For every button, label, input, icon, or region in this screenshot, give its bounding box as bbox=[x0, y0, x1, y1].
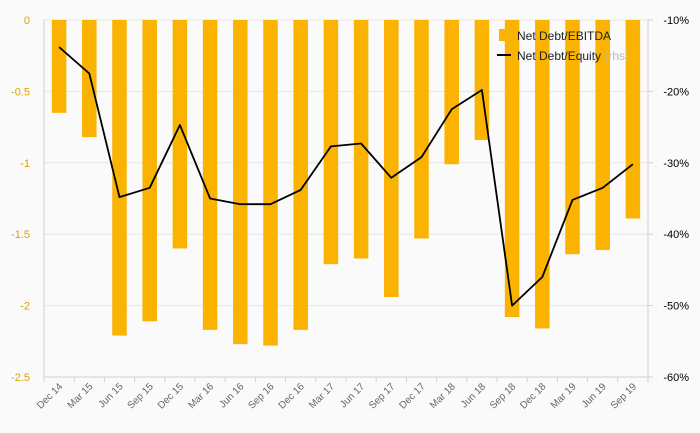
x-tick-label: Dec 18 bbox=[518, 381, 548, 411]
right-axis: -10% -20% -30% -40% -50% -60% bbox=[648, 15, 689, 384]
left-tick-label: -2 bbox=[20, 301, 30, 313]
left-axis: 0 -0.5 -1 -1.5 -2 -2.5 bbox=[11, 15, 30, 384]
right-tick-label: -20% bbox=[663, 86, 689, 98]
x-tick-label: Jun 16 bbox=[217, 381, 246, 410]
left-tick-label: -0.5 bbox=[11, 86, 30, 98]
x-tick-label: Jun 19 bbox=[580, 381, 609, 410]
x-tick-label: Jun 18 bbox=[459, 381, 488, 410]
x-tick-label: Mar 17 bbox=[307, 381, 337, 411]
bar bbox=[142, 20, 157, 322]
legend-line-name: Net Debt/Equity bbox=[517, 49, 601, 63]
x-tick-label: Sep 18 bbox=[488, 381, 518, 411]
legend: Net Debt/EBITDA Net Debt/Equity (rhs) bbox=[497, 29, 629, 63]
bar bbox=[504, 20, 520, 318]
bar bbox=[263, 20, 278, 346]
x-tick-label: Mar 16 bbox=[186, 381, 216, 411]
x-tick-label: Sep 17 bbox=[367, 381, 397, 411]
x-tick-label: Sep 15 bbox=[126, 381, 156, 411]
bar bbox=[444, 20, 459, 165]
x-tick-label: Sep 19 bbox=[609, 381, 639, 411]
bar bbox=[384, 20, 399, 298]
x-tick-label: Mar 15 bbox=[66, 381, 96, 411]
x-tick-label: Dec 14 bbox=[35, 381, 65, 411]
x-tick-label: Dec 16 bbox=[277, 381, 307, 411]
bar bbox=[82, 20, 97, 138]
bar bbox=[233, 20, 248, 345]
series-line bbox=[58, 46, 634, 307]
left-tick-label: 0 bbox=[24, 15, 30, 27]
legend-swatch-bar bbox=[499, 29, 508, 41]
x-tick-label: Mar 19 bbox=[549, 381, 579, 411]
bar bbox=[202, 20, 218, 330]
bar bbox=[51, 20, 67, 113]
x-tick-label: Sep 16 bbox=[246, 381, 276, 411]
bar bbox=[112, 20, 127, 336]
legend-line-unit: (rhs) bbox=[604, 49, 629, 63]
x-tick-label: Jun 17 bbox=[338, 381, 367, 410]
right-tick-label: -10% bbox=[663, 15, 689, 27]
right-tick-label: -50% bbox=[663, 301, 689, 313]
legend-label-bar: Net Debt/EBITDA bbox=[517, 29, 611, 43]
bar bbox=[172, 20, 188, 249]
bar bbox=[595, 20, 610, 250]
bar bbox=[353, 20, 369, 259]
left-tick-label: -2.5 bbox=[11, 372, 30, 384]
right-tick-label: -60% bbox=[663, 372, 689, 384]
line-series bbox=[58, 46, 634, 307]
bar bbox=[323, 20, 339, 265]
x-tick-label: Dec 15 bbox=[156, 381, 186, 411]
bar bbox=[535, 20, 550, 329]
bar bbox=[565, 20, 580, 255]
left-tick-label: -1.5 bbox=[11, 229, 30, 241]
bar bbox=[293, 20, 308, 330]
bar bbox=[625, 20, 641, 219]
bar-series bbox=[51, 20, 641, 346]
left-tick-label: -1 bbox=[20, 158, 30, 170]
x-tick-label: Dec 17 bbox=[397, 381, 427, 411]
axes bbox=[43, 20, 649, 382]
right-tick-label: -30% bbox=[663, 158, 689, 170]
x-tick-label: Mar 18 bbox=[428, 381, 458, 411]
x-tick-label: Jun 15 bbox=[97, 381, 126, 410]
right-tick-label: -40% bbox=[663, 229, 689, 241]
bar bbox=[414, 20, 429, 239]
x-axis: Dec 14 Mar 15 Jun 15 Sep 15 Dec 15 Mar 16 Jun … bbox=[35, 381, 639, 412]
legend-label-line: Net Debt/Equity (rhs) bbox=[517, 49, 629, 63]
